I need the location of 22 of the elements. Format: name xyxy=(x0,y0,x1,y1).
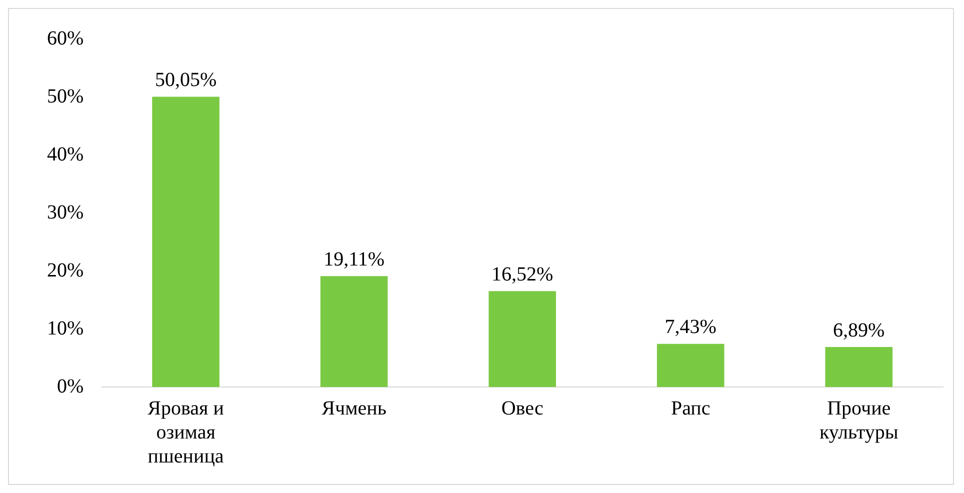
bar xyxy=(656,344,724,387)
y-tick-label: 40% xyxy=(46,143,84,166)
bar xyxy=(320,276,388,387)
y-tick-label: 50% xyxy=(46,85,84,108)
y-tick-label: 0% xyxy=(56,375,84,398)
x-tick-label: Яровая и озимая пшеница xyxy=(148,397,224,468)
data-label: 16,52% xyxy=(491,263,554,286)
y-tick-label: 30% xyxy=(46,201,84,224)
data-label: 50,05% xyxy=(154,68,217,91)
data-label: 7,43% xyxy=(664,316,716,338)
bar xyxy=(825,347,893,387)
y-tick-label: 60% xyxy=(46,27,84,50)
x-tick-label: Прочие культуры xyxy=(819,397,898,444)
y-tick-label: 20% xyxy=(46,259,84,282)
bar xyxy=(152,96,220,387)
data-label: 6,89% xyxy=(833,319,885,342)
y-tick-label: 10% xyxy=(46,317,84,340)
x-tick-label: Рапс xyxy=(670,397,710,420)
data-label: 19,11% xyxy=(324,248,385,270)
x-tick-label: Овес xyxy=(501,397,544,420)
bar xyxy=(488,291,556,387)
x-tick-label: Ячмень xyxy=(322,397,386,420)
